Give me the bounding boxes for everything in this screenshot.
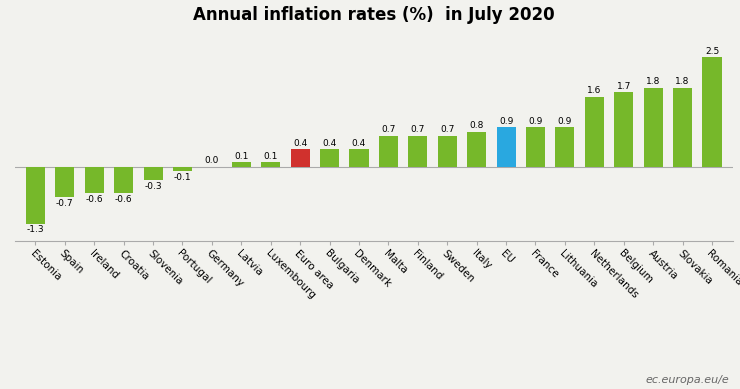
Text: 1.8: 1.8	[646, 77, 660, 86]
Text: 1.7: 1.7	[616, 82, 631, 91]
Bar	[437, 136, 457, 167]
Bar	[26, 167, 45, 224]
Bar	[379, 136, 398, 167]
Text: -0.7: -0.7	[56, 199, 73, 208]
Text: 0.9: 0.9	[499, 117, 514, 126]
Text: 0.4: 0.4	[323, 138, 337, 147]
Bar	[56, 167, 75, 198]
Text: 0.4: 0.4	[293, 138, 307, 147]
Text: 0.1: 0.1	[234, 152, 249, 161]
Bar	[644, 88, 663, 167]
Bar	[555, 128, 574, 167]
Text: 0.9: 0.9	[558, 117, 572, 126]
Bar	[320, 149, 339, 167]
Bar	[349, 149, 369, 167]
Text: 0.9: 0.9	[528, 117, 542, 126]
Bar	[261, 163, 280, 167]
Text: 0.7: 0.7	[440, 125, 454, 135]
Text: 2.5: 2.5	[705, 47, 719, 56]
Bar	[173, 167, 192, 171]
Bar	[232, 163, 251, 167]
Bar	[114, 167, 133, 193]
Text: 0.4: 0.4	[352, 138, 366, 147]
Text: 0.1: 0.1	[263, 152, 278, 161]
Bar	[144, 167, 163, 180]
Bar	[614, 93, 633, 167]
Bar	[673, 88, 692, 167]
Text: -0.6: -0.6	[85, 195, 103, 204]
Bar	[291, 149, 310, 167]
Text: ec.europa.eu/e: ec.europa.eu/e	[645, 375, 729, 385]
Text: -0.3: -0.3	[144, 182, 162, 191]
Text: 0.7: 0.7	[411, 125, 425, 135]
Bar	[585, 97, 604, 167]
Text: -1.3: -1.3	[27, 226, 44, 235]
Bar	[526, 128, 545, 167]
Bar	[408, 136, 428, 167]
Bar	[467, 132, 486, 167]
Bar	[497, 128, 516, 167]
Text: -0.6: -0.6	[115, 195, 132, 204]
Text: 1.8: 1.8	[676, 77, 690, 86]
Text: 0.0: 0.0	[205, 156, 219, 165]
Bar	[84, 167, 104, 193]
Text: -0.1: -0.1	[174, 173, 192, 182]
Text: 0.7: 0.7	[381, 125, 396, 135]
Title: Annual inflation rates (%)  in July 2020: Annual inflation rates (%) in July 2020	[193, 6, 554, 24]
Text: 0.8: 0.8	[469, 121, 484, 130]
Text: 1.6: 1.6	[587, 86, 602, 95]
Bar	[702, 58, 722, 167]
